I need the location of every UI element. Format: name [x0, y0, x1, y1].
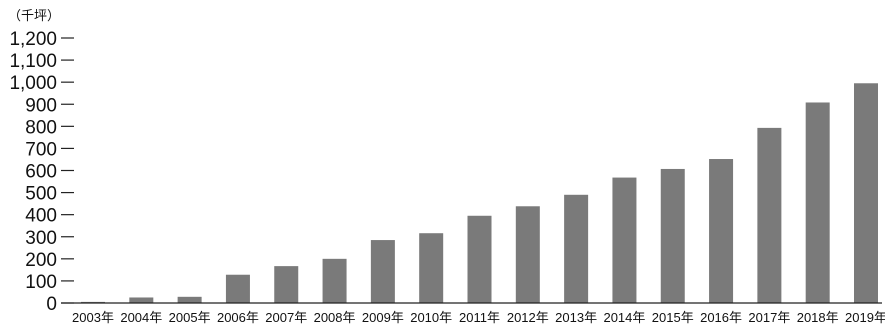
bars [81, 83, 878, 303]
y-tick-label: 1,100 [9, 51, 57, 72]
bar [805, 102, 830, 303]
bar [274, 266, 299, 303]
bar [709, 159, 734, 303]
x-tick-label: 2007年 [265, 310, 307, 325]
y-tick-label: 800 [25, 117, 57, 138]
x-tick-label: 2015年 [652, 310, 694, 325]
bar [129, 297, 154, 303]
y-tick-label: 900 [25, 95, 57, 116]
unit-label: （千坪） [8, 9, 60, 24]
y-tick-label: 200 [25, 250, 57, 271]
bar [177, 296, 202, 303]
x-tick-label: 2014年 [603, 310, 645, 325]
x-tick-label: 2016年 [700, 310, 742, 325]
x-tick-label: 2003年 [72, 310, 114, 325]
x-tick-label: 2006年 [217, 310, 259, 325]
x-tick-label: 2019年 [845, 310, 885, 325]
bar [370, 240, 395, 303]
x-tick-label: 2017年 [748, 310, 790, 325]
x-tick-label: 2013年 [555, 310, 597, 325]
x-tick-label: 2005年 [169, 310, 211, 325]
x-axis-labels: 2003年 2004年 2005年 2006年 2007年 2008年 2009年 2010年… [72, 310, 885, 325]
y-tick-label: 0 [46, 294, 57, 315]
y-axis: 01002003004005006007008009001,0001,1001,… [9, 29, 74, 315]
y-tick-label: 1,200 [9, 29, 57, 50]
x-tick-label: 2012年 [507, 310, 549, 325]
bar [660, 168, 685, 303]
x-tick-label: 2004年 [120, 310, 162, 325]
y-tick-label: 100 [25, 272, 57, 293]
x-tick-label: 2009年 [362, 310, 404, 325]
bar [322, 258, 347, 303]
bar [419, 233, 444, 303]
y-tick-label: 700 [25, 139, 57, 160]
x-tick-label: 2011年 [459, 310, 500, 325]
bar [757, 127, 782, 303]
x-tick-label: 2018年 [797, 310, 839, 325]
bar [467, 215, 492, 303]
bar [854, 83, 878, 303]
y-tick-label: 400 [25, 206, 57, 227]
bar [564, 194, 589, 303]
y-tick-label: 1,000 [9, 73, 57, 94]
y-tick-label: 300 [25, 228, 57, 249]
bar [225, 274, 250, 303]
x-tick-label: 2008年 [314, 310, 356, 325]
bar [612, 177, 637, 303]
bar [515, 206, 540, 303]
y-tick-label: 500 [25, 184, 57, 205]
x-tick-label: 2010年 [410, 310, 452, 325]
y-tick-label: 600 [25, 162, 57, 183]
